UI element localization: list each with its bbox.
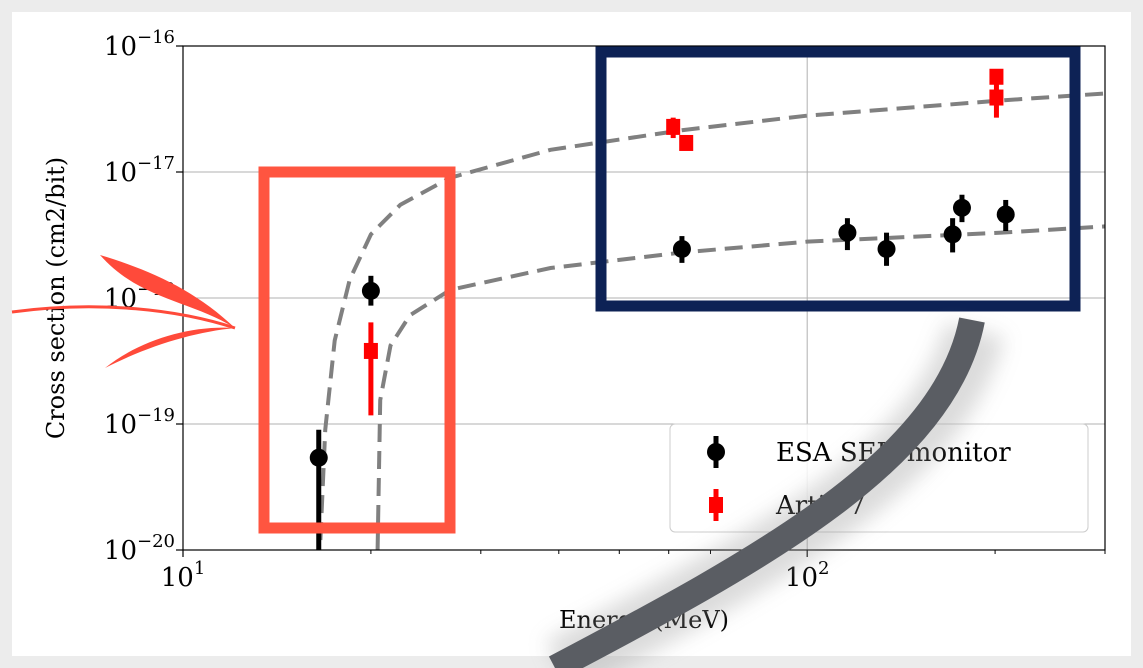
data-point	[838, 223, 857, 242]
data-point	[943, 225, 962, 244]
points-layer	[309, 68, 1015, 550]
highlight-box-high	[595, 46, 1081, 312]
data-point	[877, 239, 896, 258]
data-point	[989, 89, 1004, 106]
pointer-arrow	[11, 305, 236, 330]
fit-line	[318, 91, 1105, 541]
data-point	[672, 239, 691, 258]
data-point	[363, 342, 378, 359]
data-point	[952, 198, 971, 217]
fit-line	[375, 224, 1105, 550]
legend-marker	[709, 497, 723, 513]
pointer-arrow	[548, 317, 985, 668]
fit-layer	[318, 91, 1105, 550]
pointer-arrow	[100, 255, 235, 328]
data-point	[989, 68, 1004, 85]
data-point	[309, 448, 328, 467]
data-point	[666, 118, 681, 135]
y-axis-label: Cross section (cm2/bit)	[42, 157, 70, 439]
data-point	[996, 205, 1015, 224]
legend-marker	[707, 443, 725, 461]
pointer-arrow	[105, 327, 235, 368]
highlight-box-low	[258, 166, 456, 534]
data-point	[361, 281, 380, 300]
data-point	[679, 134, 694, 151]
